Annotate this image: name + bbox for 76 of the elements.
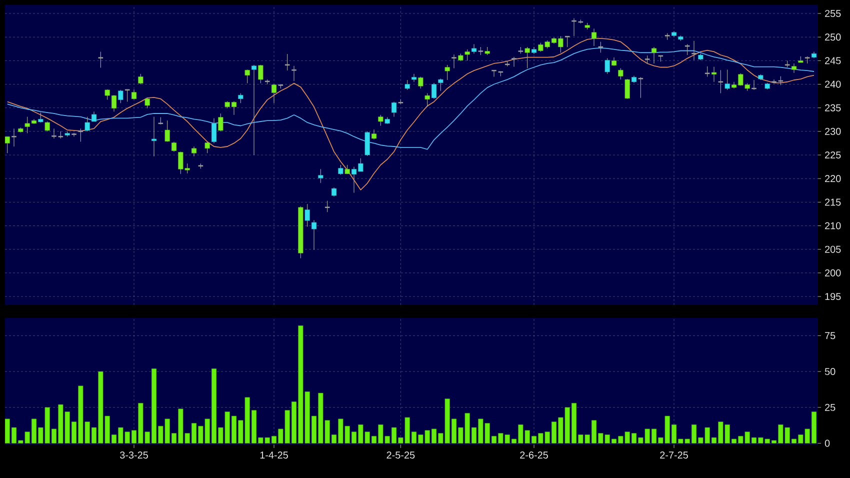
candlestick [464,49,470,61]
x-tick-label: 2-6-25 [520,452,548,459]
y-tick-label: 235 [825,104,841,112]
candlestick [144,98,150,109]
candlestick [618,68,624,80]
candlestick [238,92,244,104]
y-tick-label: 230 [825,128,841,135]
candlestick [591,28,597,46]
y-tick-label: 245 [825,57,841,64]
candlestick [10,128,18,147]
y-tick-label: 225 [825,151,841,159]
candlestick [218,113,224,132]
candlestick [211,118,217,144]
candlestick [38,112,44,123]
candlestick [258,64,264,84]
candlestick [171,141,177,152]
y-tick-label: 0 [824,440,830,447]
candlestick [424,92,430,108]
candlestick [624,78,630,100]
candlestick [770,79,778,84]
y-tick-label: 195 [825,292,841,300]
candlestick [444,64,450,80]
candlestick [118,90,124,104]
candlestick [711,66,717,82]
candlestick [318,168,324,184]
y-tick-label: 205 [825,246,841,253]
candlestick [471,44,477,54]
candlestick [251,64,257,156]
candlestick [718,70,724,94]
x-tick-label: 1-4-25 [260,452,288,459]
y-tick-label: 240 [825,80,841,88]
candlestick [704,66,710,77]
candlestick [271,84,277,104]
candlestick [391,101,397,118]
candlestick [338,164,344,176]
y-tick-label: 210 [825,222,841,230]
candlestick [324,200,330,212]
candlestick [411,74,417,82]
candlestick [138,74,144,85]
x-tick-label: 2-5-25 [386,452,415,459]
candlestick [244,69,250,84]
candlestick [98,51,104,68]
candlestick [364,131,370,156]
x-tick-label: 2-7-25 [660,452,688,459]
y-tick-label: 255 [825,10,841,18]
y-tick-label: 250 [825,34,841,41]
x-tick-label: 3-3-25 [120,452,148,459]
candlestick [311,220,317,250]
y-tick-label: 200 [825,269,841,276]
candlestick [431,82,437,100]
candlestick [204,141,210,154]
candlestick [438,78,444,92]
candlestick [510,56,518,68]
candlestick [304,204,310,227]
candlestick [151,116,157,157]
candlestick [724,69,730,90]
candlestick [191,146,197,157]
candlestick [44,121,50,132]
candlestick [651,46,657,64]
candlestick [84,116,90,132]
candlestick [791,63,797,74]
y-tick-label: 220 [825,175,841,182]
y-tick-label: 50 [824,368,836,376]
candlestick [604,58,610,74]
y-tick-label: 75 [825,332,836,340]
candlestick [131,89,137,100]
candlestick [378,114,384,126]
candlestick [418,76,424,89]
candlestick [404,80,410,90]
candlestick [91,111,97,122]
candlestick [371,129,377,140]
candlestick [450,54,458,69]
candlestick [164,120,170,142]
candlestick [50,128,58,139]
y-tick-label: 215 [825,198,841,206]
y-tick-label: 25 [825,404,836,411]
